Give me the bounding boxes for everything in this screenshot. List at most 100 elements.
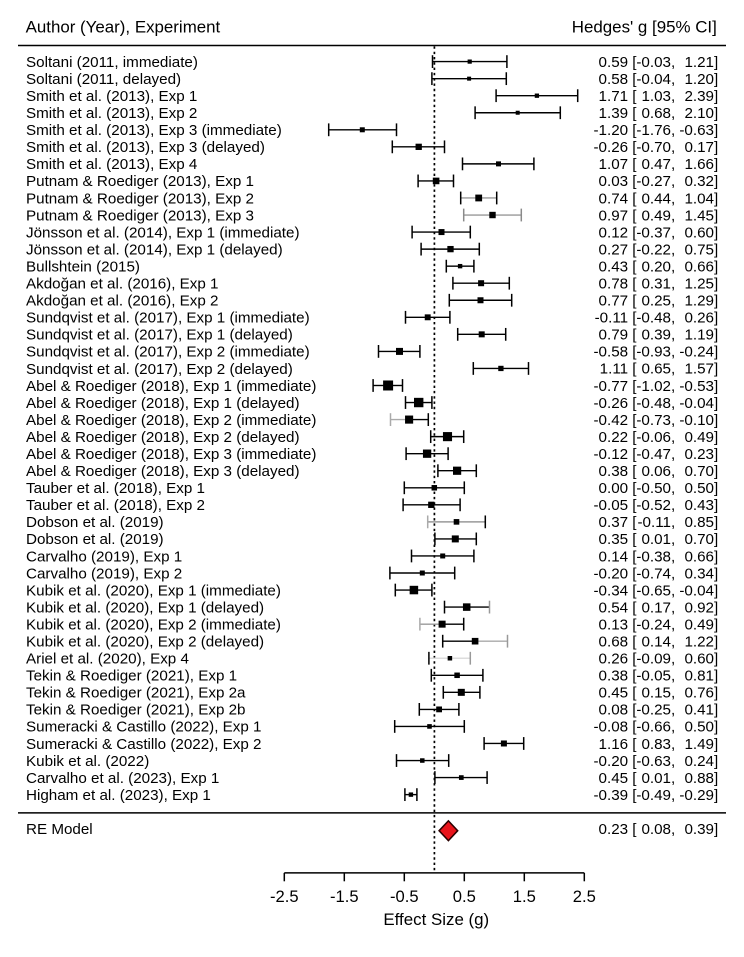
svg-text:-0.63: -0.63 [636, 753, 671, 770]
svg-text:0.08: 0.08 [599, 702, 629, 719]
svg-text:0.22: 0.22 [599, 429, 629, 446]
svg-text:0.49: 0.49 [684, 617, 714, 634]
svg-text:]: ] [714, 736, 718, 753]
svg-text:Smith et al. (2013), Exp 3 (de: Smith et al. (2013), Exp 3 (delayed) [26, 139, 265, 156]
svg-text:-0.39: -0.39 [593, 787, 628, 804]
svg-text:,: , [671, 617, 675, 634]
svg-text:[: [ [632, 617, 637, 634]
svg-text:0.45: 0.45 [599, 770, 629, 787]
svg-text:0.76: 0.76 [684, 685, 714, 702]
svg-text:,: , [671, 156, 675, 173]
svg-text:]: ] [714, 241, 718, 258]
svg-text:1.22: 1.22 [684, 634, 714, 651]
svg-text:,: , [671, 719, 675, 736]
svg-text:[: [ [632, 71, 637, 88]
svg-text:0.14: 0.14 [641, 634, 671, 651]
svg-text:-0.58: -0.58 [593, 344, 628, 361]
svg-text:,: , [671, 190, 675, 207]
svg-text:-0.24: -0.24 [679, 344, 714, 361]
svg-text:Akdoğan et al. (2016), Exp 2: Akdoğan et al. (2016), Exp 2 [26, 293, 219, 310]
svg-text:Sumeracki & Castillo (2022), E: Sumeracki & Castillo (2022), Exp 1 [26, 719, 262, 736]
svg-text:,: , [671, 310, 675, 327]
svg-text:-0.08: -0.08 [593, 719, 628, 736]
svg-text:,: , [671, 531, 675, 548]
svg-text:,: , [671, 821, 675, 838]
svg-text:0.26: 0.26 [684, 310, 714, 327]
svg-text:[: [ [632, 668, 637, 685]
svg-text:Bullshtein (2015): Bullshtein (2015) [26, 258, 140, 275]
svg-text:-0.37: -0.37 [636, 224, 671, 241]
svg-text:[: [ [632, 156, 637, 173]
svg-text:0.70: 0.70 [684, 463, 714, 480]
svg-text:Abel & Roediger (2018), Exp 2: Abel & Roediger (2018), Exp 2 (delayed) [26, 429, 300, 446]
svg-text:]: ] [714, 259, 718, 276]
svg-text:0.25: 0.25 [641, 293, 671, 310]
svg-text:Dobson et al. (2019): Dobson et al. (2019) [26, 531, 164, 548]
svg-text:0.81: 0.81 [684, 668, 714, 685]
svg-text:[: [ [632, 753, 637, 770]
svg-text:0.03: 0.03 [599, 173, 629, 190]
svg-text:]: ] [714, 753, 718, 770]
svg-text:,: , [671, 139, 675, 156]
svg-text:0.50: 0.50 [684, 719, 714, 736]
svg-text:1.71: 1.71 [599, 88, 629, 105]
svg-text:]: ] [714, 344, 718, 361]
svg-text:-0.47: -0.47 [636, 446, 671, 463]
svg-text:-1.76: -1.76 [636, 122, 671, 139]
svg-text:Kubik et al. (2020), Exp 1 (im: Kubik et al. (2020), Exp 1 (immediate) [26, 582, 281, 599]
svg-text:]: ] [714, 514, 718, 531]
svg-text:,: , [671, 463, 675, 480]
svg-text:]: ] [714, 651, 718, 668]
svg-text:]: ] [714, 599, 718, 616]
svg-text:Kubik et al. (2020), Exp 2 (de: Kubik et al. (2020), Exp 2 (delayed) [26, 634, 264, 651]
svg-text:[: [ [632, 531, 637, 548]
svg-text:Tauber et al. (2018), Exp 1: Tauber et al. (2018), Exp 1 [26, 480, 205, 497]
svg-text:0.70: 0.70 [684, 531, 714, 548]
svg-text:]: ] [714, 531, 718, 548]
svg-text:0.5: 0.5 [453, 887, 476, 906]
svg-text:[: [ [632, 224, 637, 241]
svg-text:0.68: 0.68 [641, 105, 671, 122]
svg-text:-0.66: -0.66 [636, 719, 671, 736]
svg-text:0.79: 0.79 [599, 327, 629, 344]
svg-text:0.97: 0.97 [599, 207, 629, 224]
svg-text:1.49: 1.49 [684, 736, 714, 753]
svg-text:[: [ [632, 685, 637, 702]
svg-text:0.60: 0.60 [684, 651, 714, 668]
svg-text:[: [ [632, 446, 637, 463]
svg-text:,: , [671, 770, 675, 787]
svg-text:1.07: 1.07 [599, 156, 629, 173]
svg-text:0.77: 0.77 [599, 293, 629, 310]
svg-text:-0.34: -0.34 [593, 582, 628, 599]
svg-text:0.74: 0.74 [599, 190, 629, 207]
svg-text:2.10: 2.10 [684, 105, 714, 122]
svg-text:]: ] [714, 395, 718, 412]
svg-text:Kubik et al. (2020), Exp 2 (im: Kubik et al. (2020), Exp 2 (immediate) [26, 616, 281, 633]
svg-text:]: ] [714, 207, 718, 224]
svg-text:]: ] [714, 156, 718, 173]
svg-text:[: [ [632, 565, 637, 582]
svg-text:0.83: 0.83 [641, 736, 671, 753]
svg-text:]: ] [714, 139, 718, 156]
svg-text:]: ] [714, 224, 718, 241]
svg-text:,: , [671, 105, 675, 122]
svg-text:[: [ [632, 480, 637, 497]
svg-text:Jönsson et al. (2014), Exp 1 (: Jönsson et al. (2014), Exp 1 (delayed) [26, 241, 283, 258]
svg-text:-0.04: -0.04 [636, 71, 671, 88]
svg-text:[: [ [632, 105, 637, 122]
svg-text:]: ] [714, 429, 718, 446]
svg-text:[: [ [632, 88, 637, 105]
svg-text:1.11: 1.11 [600, 361, 628, 378]
svg-text:1.66: 1.66 [684, 156, 714, 173]
svg-text:[: [ [632, 173, 637, 190]
svg-text:0.78: 0.78 [599, 276, 629, 293]
svg-text:Author (Year), Experiment: Author (Year), Experiment [26, 17, 221, 36]
svg-text:-0.38: -0.38 [636, 548, 671, 565]
svg-text:]: ] [714, 105, 718, 122]
svg-text:-0.09: -0.09 [636, 651, 671, 668]
svg-text:0.85: 0.85 [684, 514, 714, 531]
svg-text:,: , [671, 378, 675, 395]
svg-text:1.04: 1.04 [684, 190, 714, 207]
svg-text:,: , [671, 71, 675, 88]
svg-text:-0.77: -0.77 [593, 378, 628, 395]
